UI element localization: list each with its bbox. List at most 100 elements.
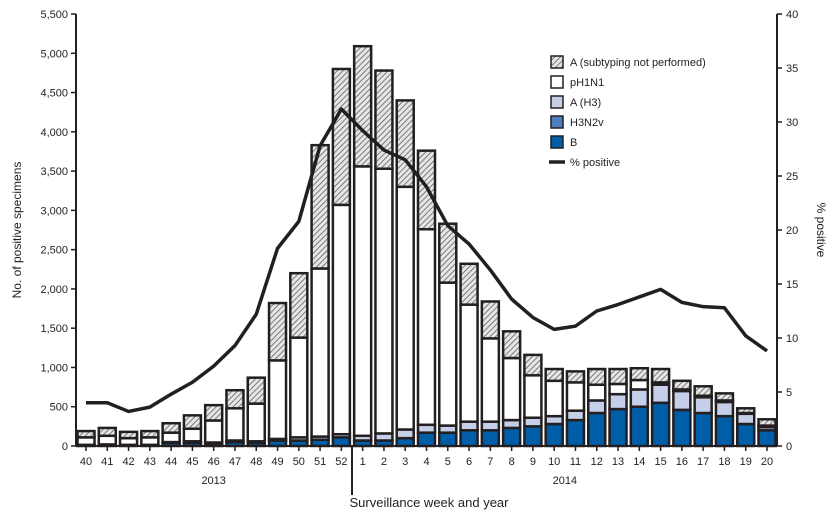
bar-stack-week-44 [163, 423, 180, 446]
bar-segment-a-subtyping-not-performed- [78, 431, 95, 437]
bar-stack-week-20 [759, 419, 776, 446]
x-tick-label: 15 [654, 456, 666, 468]
bar-segment-ph1n1 [163, 433, 180, 442]
bar-segment-b [759, 430, 776, 446]
bar-segment-b [631, 407, 648, 446]
bar-stack-week-14 [631, 368, 648, 446]
legend-label: A (subtyping not performed) [570, 57, 706, 69]
bar-segment-a-subtyping-not-performed- [354, 46, 371, 166]
year-label: 2013 [201, 475, 225, 487]
y2-tick-label: 10 [786, 333, 798, 345]
legend-label: B [570, 137, 577, 149]
bar-segment-a-h3- [652, 385, 669, 403]
bar-stack-week-41 [99, 428, 116, 446]
bar-segment-b [546, 424, 563, 446]
y-tick-label: 1,500 [40, 323, 68, 335]
bar-segment-a-h3- [588, 400, 605, 413]
bar-segment-a-subtyping-not-performed- [503, 331, 520, 358]
bar-segment-b [695, 413, 712, 446]
x-tick-label: 46 [208, 456, 220, 468]
x-tick-label: 5 [445, 456, 451, 468]
bar-segment-a-subtyping-not-performed- [205, 405, 222, 420]
bar-segment-a-subtyping-not-performed- [695, 386, 712, 395]
y-tick-label: 3,500 [40, 166, 68, 178]
y-tick-label: 2,500 [40, 245, 68, 257]
y-tick-label: 3,000 [40, 205, 68, 217]
bar-stack-week-3 [397, 100, 414, 446]
bar-segment-a-subtyping-not-performed- [163, 423, 180, 432]
x-tick-label: 52 [335, 456, 347, 468]
bar-segment-ph1n1 [248, 404, 265, 442]
bar-segment-b [418, 433, 435, 446]
y-tick-label: 4,000 [40, 127, 68, 139]
y-tick-label: 0 [62, 441, 68, 453]
bar-stack-week-11 [567, 371, 584, 446]
bar-segment-ph1n1 [567, 382, 584, 410]
bar-segment-ph1n1 [99, 436, 116, 445]
y2-tick-label: 25 [786, 171, 798, 183]
bar-segment-ph1n1 [205, 420, 222, 442]
legend-label: pH1N1 [570, 77, 604, 89]
bar-segment-a-subtyping-not-performed- [631, 368, 648, 380]
bar-segment-b [673, 410, 690, 446]
bar-segment-a-subtyping-not-performed- [99, 428, 116, 436]
x-tick-label: 50 [293, 456, 305, 468]
bar-segment-a-subtyping-not-performed- [737, 408, 754, 413]
bar-segment-a-subtyping-not-performed- [333, 69, 350, 205]
bar-stack-week-10 [546, 369, 563, 446]
bar-segment-b [716, 416, 733, 446]
bar-stack-week-5 [439, 224, 456, 446]
bar-stack-week-50 [290, 273, 307, 446]
x-tick-label: 16 [676, 456, 688, 468]
bar-stack-week-8 [503, 331, 520, 446]
bar-stack-week-51 [312, 145, 329, 446]
legend-label: % positive [570, 157, 620, 169]
bar-stack-week-1 [354, 46, 371, 446]
bar-segment-a-h3- [482, 422, 499, 431]
bar-segment-a-subtyping-not-performed- [184, 415, 201, 428]
bar-segment-b [461, 430, 478, 446]
bar-segment-b [503, 428, 520, 446]
bar-stack-week-6 [461, 264, 478, 446]
bar-stack-week-13 [610, 369, 627, 446]
bar-segment-a-h3- [567, 411, 584, 420]
y-tick-label: 1,000 [40, 362, 68, 374]
bar-stack-week-40 [78, 431, 95, 446]
bar-stack-week-16 [673, 381, 690, 446]
x-tick-label: 47 [229, 456, 241, 468]
bar-segment-ph1n1 [461, 305, 478, 422]
bar-segment-b [524, 426, 541, 446]
bar-stack-week-42 [120, 432, 137, 446]
x-tick-label: 10 [548, 456, 560, 468]
bar-stack-week-47 [226, 390, 243, 446]
bar-stack-week-49 [269, 303, 286, 446]
bar-segment-a-subtyping-not-performed- [226, 390, 243, 408]
y2-tick-label: 15 [786, 279, 798, 291]
x-tick-label: 3 [402, 456, 408, 468]
year-label: 2014 [553, 475, 577, 487]
y2-tick-label: 5 [786, 387, 792, 399]
x-tick-label: 42 [122, 456, 134, 468]
legend-swatch [551, 56, 563, 68]
bar-segment-b [588, 413, 605, 446]
bar-stack-week-46 [205, 405, 222, 446]
bar-stack-week-9 [524, 355, 541, 446]
x-tick-label: 11 [570, 456, 581, 468]
x-tick-label: 6 [466, 456, 472, 468]
bar-segment-b [567, 420, 584, 446]
bar-segment-ph1n1 [482, 338, 499, 421]
y-tick-label: 2,000 [40, 284, 68, 296]
bar-segment-ph1n1 [269, 360, 286, 439]
y2-tick-label: 30 [786, 117, 798, 129]
bars-layer [78, 46, 776, 446]
x-tick-label: 18 [718, 456, 730, 468]
bar-segment-b [439, 433, 456, 446]
legend-label: H3N2v [570, 117, 604, 129]
x-tick-label: 40 [80, 456, 92, 468]
bar-segment-a-subtyping-not-performed- [141, 431, 158, 437]
x-tick-label: 12 [591, 456, 603, 468]
bar-segment-b [610, 409, 627, 446]
x-tick-label: 7 [487, 456, 493, 468]
